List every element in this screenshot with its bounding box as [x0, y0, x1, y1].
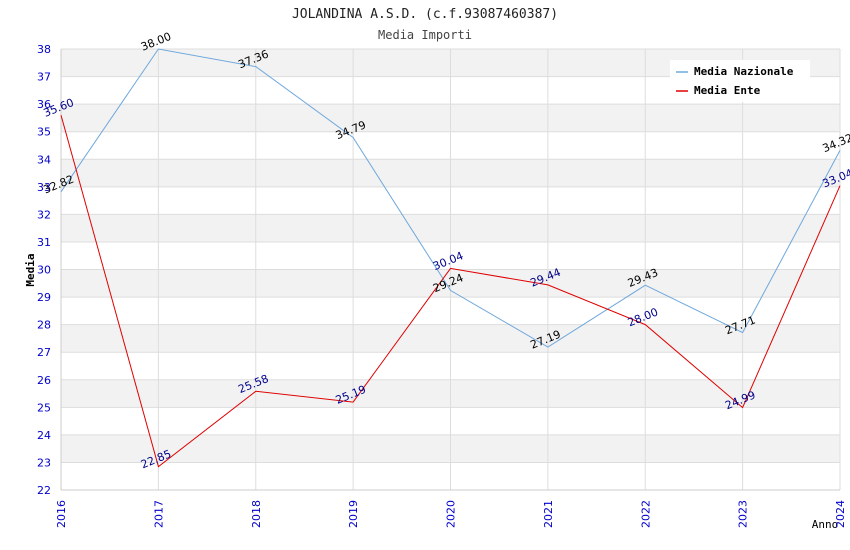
series-lines — [60, 48, 841, 468]
x-axis-label: Anno — [812, 518, 839, 531]
y-tick-label: 23 — [37, 456, 51, 469]
chart-title: JOLANDINA A.S.D. (c.f.93087460387) — [292, 7, 558, 22]
y-tick-label: 30 — [37, 264, 51, 277]
x-tick-label: 2018 — [250, 500, 263, 528]
chart-subtitle: Media Importi — [378, 28, 472, 42]
series-line-nazionale — [60, 48, 841, 348]
y-axis-label: Media — [24, 253, 37, 286]
y-tick-label: 34 — [37, 153, 51, 166]
x-tick-label: 2020 — [445, 500, 458, 528]
y-tick-label: 33 — [37, 181, 51, 194]
y-tick-labels: 22 23 24 25 26 27 28 29 30 31 32 33 34 35 36 37 38 — [37, 43, 51, 497]
y-tick-label: 37 — [37, 71, 51, 84]
legend-box — [670, 60, 810, 102]
y-tick-label: 24 — [37, 429, 51, 442]
x-tick-label: 2017 — [152, 500, 165, 528]
legend-label-ente: Media Ente — [694, 84, 761, 97]
y-tick-label: 25 — [37, 401, 51, 414]
y-tick-label: 31 — [37, 236, 51, 249]
legend-label-nazionale: Media Nazionale — [694, 65, 794, 78]
y-tick-label: 26 — [37, 374, 51, 387]
x-tick-label: 2024 — [834, 500, 847, 528]
x-tick-labels: 2016 2017 2018 2019 2020 2021 2022 2023 2024 — [55, 500, 847, 528]
y-tick-label: 36 — [37, 98, 51, 111]
x-tick-label: 2022 — [639, 500, 652, 528]
y-tick-label: 38 — [37, 43, 51, 56]
data-label: 32.82 — [42, 173, 76, 197]
y-tick-label: 29 — [37, 291, 51, 304]
x-tick-label: 2023 — [737, 500, 750, 528]
y-tick-label: 27 — [37, 346, 51, 359]
y-tick-label: 35 — [37, 126, 51, 139]
y-tick-label: 32 — [37, 208, 51, 221]
y-tick-label: 22 — [37, 484, 51, 497]
x-tick-label: 2019 — [347, 500, 360, 528]
x-tick-label: 2016 — [55, 500, 68, 528]
series-line-ente — [60, 114, 841, 468]
y-tick-label: 28 — [37, 319, 51, 332]
x-tick-label: 2021 — [542, 500, 555, 528]
data-label: 34.32 — [821, 131, 850, 155]
legend: Media Nazionale Media Ente — [670, 60, 810, 102]
